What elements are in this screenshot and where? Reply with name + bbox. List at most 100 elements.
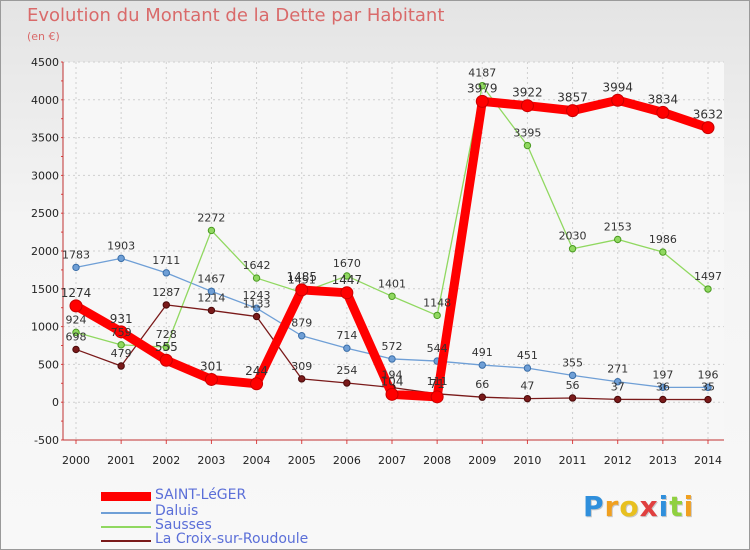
- data-label-saint-leger: 3979: [467, 81, 498, 95]
- data-label-sausses: 1670: [333, 257, 361, 270]
- data-point-daluis: [478, 361, 486, 369]
- data-point-daluis: [614, 378, 622, 386]
- data-label-daluis: 1243: [243, 289, 271, 302]
- data-point-sausses: [614, 235, 622, 244]
- data-point-sausses: [659, 248, 667, 256]
- logo-letter: x: [639, 490, 659, 523]
- data-point-sausses: [207, 226, 216, 235]
- proxiti-logo: Proxiti: [583, 490, 694, 523]
- data-label-sausses: 759: [111, 326, 132, 339]
- data-label-saint-leger: 3922: [512, 86, 543, 100]
- y-tick-label: 1500: [31, 283, 59, 296]
- y-tick-label: 3000: [31, 169, 59, 182]
- x-tick-label: 2001: [107, 454, 135, 467]
- data-point-sausses: [252, 274, 261, 282]
- data-point-la-croix: [252, 312, 261, 321]
- data-label-la-croix: 1287: [152, 286, 180, 299]
- legend-label-daluis: Daluis: [155, 503, 199, 519]
- data-point-la-croix: [298, 375, 306, 383]
- data-label-la-croix: 194: [382, 369, 403, 382]
- data-label-daluis: 196: [698, 368, 719, 381]
- data-label-la-croix: 1214: [197, 291, 225, 304]
- data-label-saint-leger: 1274: [61, 286, 92, 300]
- data-point-la-croix: [478, 393, 486, 401]
- data-label-sausses: 2153: [604, 220, 632, 233]
- data-point-daluis: [117, 254, 125, 263]
- legend-swatch-daluis: [101, 512, 151, 514]
- data-label-sausses: 1148: [423, 296, 451, 309]
- data-label-saint-leger: 3857: [557, 91, 588, 105]
- data-label-saint-leger: 1485: [286, 270, 317, 284]
- legend-swatch-saint-leger: [101, 492, 151, 501]
- legend-label-saint-leger: SAINT-LéGER: [155, 487, 247, 503]
- data-point-saint-leger: [656, 105, 670, 119]
- data-point-daluis: [568, 371, 577, 380]
- data-label-sausses: 2030: [559, 230, 587, 243]
- y-tick-label: 1000: [31, 321, 59, 334]
- logo-letter: P: [583, 490, 605, 523]
- data-label-la-croix: 1133: [243, 298, 271, 311]
- data-label-daluis: 491: [472, 346, 493, 359]
- data-point-la-croix: [614, 395, 622, 404]
- data-point-daluis: [72, 263, 80, 272]
- data-point-la-croix: [72, 345, 80, 354]
- chart-title: Evolution du Montant de la Dette par Hab…: [27, 5, 445, 26]
- data-point-daluis: [659, 383, 667, 392]
- data-label-la-croix: 37: [611, 380, 625, 393]
- data-label-daluis: 714: [336, 329, 357, 342]
- data-point-daluis: [343, 344, 351, 352]
- logo-letter: i: [658, 490, 670, 523]
- data-point-la-croix: [704, 395, 712, 404]
- logo-letter: t: [669, 490, 684, 523]
- x-tick-label: 2005: [288, 454, 316, 467]
- data-label-sausses: 1497: [694, 270, 722, 283]
- data-label-sausses: 1451: [288, 274, 316, 287]
- data-label-saint-leger: 1447: [332, 273, 363, 287]
- data-point-saint-leger: [69, 299, 83, 313]
- x-tick-label: 2012: [604, 454, 632, 467]
- x-tick-label: 2010: [513, 454, 541, 467]
- data-point-la-croix: [523, 394, 532, 403]
- x-tick-label: 2004: [243, 454, 271, 467]
- data-label-daluis: 1467: [197, 272, 225, 285]
- data-point-saint-leger: [250, 377, 264, 391]
- data-label-daluis: 544: [427, 342, 448, 355]
- data-point-sausses: [568, 245, 577, 253]
- data-label-daluis: 1903: [107, 239, 135, 252]
- data-point-sausses: [433, 311, 441, 320]
- data-label-la-croix: 479: [111, 347, 132, 360]
- data-point-saint-leger: [611, 93, 625, 107]
- data-point-sausses: [162, 343, 170, 351]
- data-label-daluis: 197: [652, 368, 673, 381]
- data-label-sausses: 2272: [197, 211, 225, 224]
- x-tick-label: 2003: [197, 454, 225, 467]
- data-point-daluis: [252, 304, 261, 312]
- data-point-saint-leger: [385, 387, 399, 401]
- logo-letter: i: [683, 490, 695, 523]
- data-label-saint-leger: 301: [200, 359, 223, 373]
- data-point-saint-leger: [114, 325, 128, 339]
- data-point-la-croix: [117, 362, 125, 370]
- data-point-la-croix: [162, 301, 170, 309]
- x-tick-label: 2006: [333, 454, 361, 467]
- data-label-la-croix: 36: [656, 380, 670, 393]
- data-point-saint-leger: [701, 121, 715, 135]
- data-label-la-croix: 35: [701, 381, 715, 394]
- x-tick-label: 2014: [694, 454, 722, 467]
- data-point-sausses: [704, 285, 712, 293]
- data-point-daluis: [704, 383, 712, 392]
- data-label-la-croix: 47: [520, 380, 534, 393]
- x-tick-label: 2007: [378, 454, 406, 467]
- data-label-la-croix: 309: [291, 360, 312, 373]
- data-point-saint-leger: [295, 283, 309, 297]
- data-label-la-croix: 56: [566, 379, 580, 392]
- data-label-daluis: 1711: [152, 254, 180, 267]
- data-point-saint-leger: [340, 286, 354, 300]
- y-tick-label: 4500: [31, 56, 59, 69]
- x-tick-label: 2013: [649, 454, 677, 467]
- data-point-daluis: [207, 287, 216, 295]
- data-point-saint-leger: [159, 353, 173, 367]
- data-label-saint-leger: 931: [110, 312, 133, 326]
